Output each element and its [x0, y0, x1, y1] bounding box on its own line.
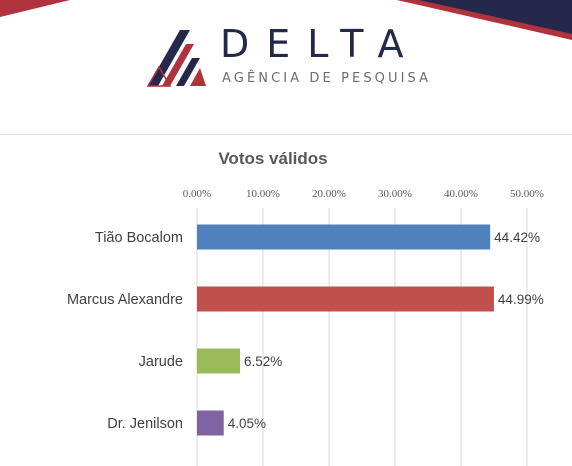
- data-label: 44.42%: [494, 230, 540, 245]
- delta-logo-icon: [146, 30, 206, 87]
- x-tick-label: 50.00%: [510, 188, 544, 200]
- bar: [197, 224, 491, 250]
- x-tick-label: 40.00%: [444, 188, 478, 200]
- chart-title: Votos válidos: [218, 149, 328, 168]
- brand-tagline: AGÊNCIA DE PESQUISA: [222, 71, 432, 86]
- data-label: 4.05%: [228, 416, 266, 431]
- x-tick-label: 0.00%: [183, 188, 211, 200]
- bar: [197, 410, 224, 436]
- x-tick-label: 20.00%: [312, 188, 346, 200]
- data-label: 6.52%: [244, 354, 282, 369]
- brand-name: DELTA: [220, 22, 421, 66]
- corner-decoration-right: [397, 0, 572, 40]
- x-tick-label: 30.00%: [378, 188, 412, 200]
- category-label: Jarude: [139, 354, 183, 370]
- header-divider: [0, 134, 572, 135]
- bar: [197, 348, 241, 374]
- category-label: Marcus Alexandre: [67, 292, 183, 308]
- x-tick-label: 10.00%: [246, 188, 280, 200]
- bar: [197, 286, 494, 312]
- corner-decoration-left: [0, 0, 70, 17]
- data-label: 44.99%: [498, 292, 544, 307]
- category-label: Dr. Jenilson: [107, 416, 183, 432]
- category-label: Tião Bocalom: [95, 230, 183, 246]
